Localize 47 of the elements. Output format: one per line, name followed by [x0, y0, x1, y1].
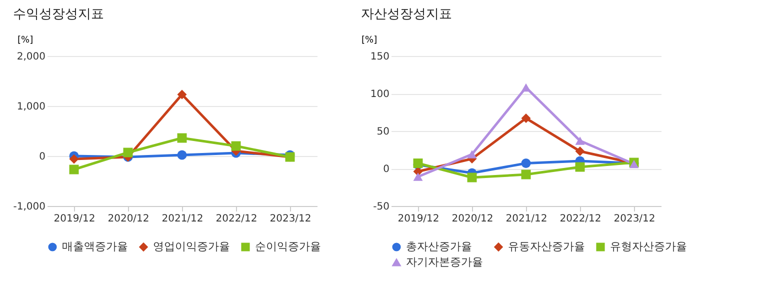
point	[575, 162, 585, 172]
point	[467, 150, 477, 158]
y-axis-title: [%]	[18, 36, 34, 46]
y-tick-label: 150	[370, 52, 390, 62]
point	[413, 172, 423, 181]
y-tick-label: 1,000	[16, 102, 46, 112]
x-tick-label: 2022/12	[560, 214, 602, 224]
x-tick-label: 2023/12	[270, 214, 312, 224]
point	[521, 83, 531, 92]
y-tick-label: -1,000	[13, 202, 46, 212]
y-tick-label: 0	[39, 152, 46, 162]
legend-label: 매출액증가율	[62, 240, 128, 253]
legend-label: 영업이익증가율	[153, 240, 230, 253]
y-tick-label: 50	[376, 126, 390, 138]
point	[69, 154, 79, 164]
point	[177, 133, 187, 143]
legend-label: 유형자산증가율	[610, 240, 687, 253]
point	[69, 164, 79, 174]
point	[575, 136, 585, 145]
chart-title: 수익성장성지표	[12, 7, 104, 22]
point	[177, 90, 187, 100]
x-tick-label: 2019/12	[54, 214, 96, 224]
legend-label: 자기자본증가율	[406, 256, 483, 268]
point	[575, 146, 585, 156]
point	[231, 141, 241, 151]
y-tick-label: 100	[370, 89, 390, 100]
x-tick-label: 2021/12	[162, 214, 204, 224]
y-tick-label: -50	[373, 202, 390, 212]
x-tick-label: 2022/12	[216, 214, 258, 224]
point	[177, 150, 187, 160]
point	[467, 172, 477, 182]
x-tick-label: 2023/12	[614, 214, 656, 224]
x-tick-label: 2019/12	[398, 214, 440, 224]
point	[521, 114, 531, 123]
x-tick-label: 2021/12	[506, 214, 548, 224]
point	[521, 158, 531, 168]
point	[521, 170, 531, 180]
x-tick-label: 2020/12	[452, 214, 494, 224]
legend-label: 총자산증가율	[406, 240, 472, 253]
y-tick-label: 0	[383, 164, 390, 175]
chart-title: 자산성장성지표	[361, 7, 452, 22]
x-tick-label: 2020/12	[108, 214, 150, 224]
legend-label: 순이익증가율	[255, 240, 321, 253]
point	[123, 148, 133, 158]
y-axis-title: [%]	[362, 36, 378, 46]
y-tick-label: 2,000	[16, 52, 46, 62]
legend-label: 유동자산증가율	[508, 240, 585, 253]
